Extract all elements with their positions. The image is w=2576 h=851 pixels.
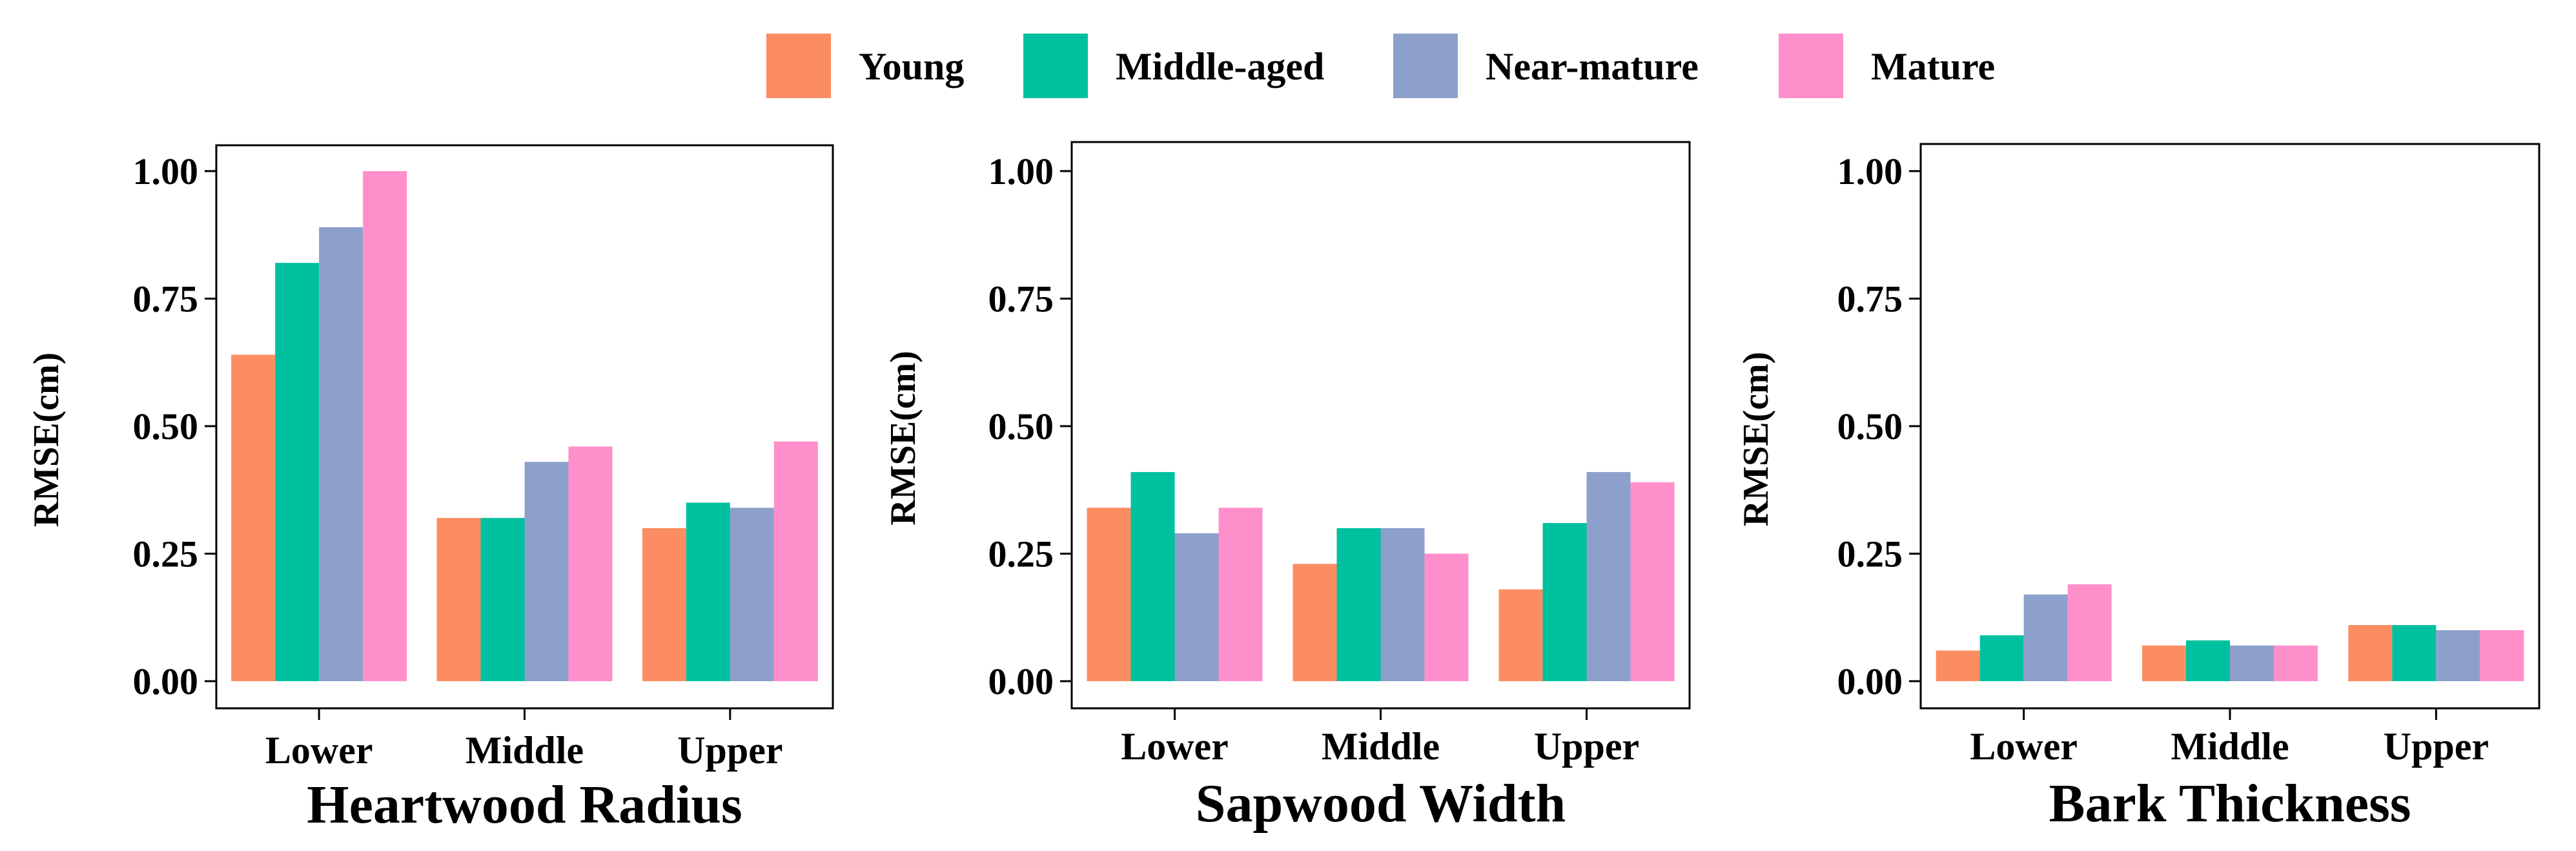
bar-middle-near-mature: [1380, 528, 1425, 681]
x-tick-label: Upper: [1534, 725, 1639, 768]
chart-title: Sapwood Width: [1196, 774, 1566, 834]
legend-label-mature: Mature: [1871, 45, 1995, 88]
x-tick-label: Upper: [2384, 725, 2489, 768]
bar-middle-middle-aged: [1336, 528, 1381, 681]
y-axis-label: RMSE(cm): [26, 353, 66, 528]
bar-lower-middle-aged: [275, 263, 320, 681]
bar-lower-middle-aged: [1130, 472, 1175, 681]
bar-middle-near-mature: [2230, 645, 2274, 681]
y-tick-label: 0.00: [988, 661, 1054, 702]
bar-lower-near-mature: [319, 227, 363, 681]
bar-lower-mature: [1218, 508, 1263, 681]
chart-heartwood-radius: 0.00 0.25 0.50 0.75 1.00 RMSE(cm) Lower Middle U…: [26, 144, 834, 835]
bar-middle-mature: [1424, 553, 1469, 681]
bar-middle-middle-aged: [480, 518, 525, 681]
bar-lower-young: [231, 354, 276, 681]
x-tick-label: Lower: [1970, 725, 2078, 768]
y-tick-label: 0.75: [133, 278, 199, 320]
bar-upper-mature: [1630, 482, 1675, 681]
bar-upper-near-mature: [2436, 630, 2480, 681]
y-tick-label: 1.00: [1837, 150, 1903, 192]
bar-lower-near-mature: [2023, 594, 2068, 681]
y-tick-label: 0.25: [133, 533, 199, 575]
chart-panels: 0.00 0.25 0.50 0.75 1.00 RMSE(cm) Lower Middle U…: [26, 141, 2540, 835]
legend-key-near-mature: [1393, 34, 1458, 98]
y-tick-label: 0.00: [1837, 661, 1903, 702]
legend-key-middle-aged: [1023, 34, 1088, 98]
y-tick-label: 0.50: [1837, 405, 1903, 447]
bar-upper-middle-aged: [1542, 523, 1587, 681]
bar-middle-mature: [2274, 645, 2318, 681]
x-tick-label: Middle: [1322, 725, 1440, 768]
y-axis-label: RMSE(cm): [1736, 352, 1776, 527]
legend: Young Middle-aged Near-mature Mature: [766, 34, 1995, 98]
y-tick-label: 0.50: [133, 405, 199, 447]
bar-middle-near-mature: [524, 462, 569, 681]
x-tick-label: Lower: [265, 729, 373, 772]
bar-lower-near-mature: [1174, 533, 1219, 681]
y-tick-label: 1.00: [133, 150, 199, 192]
bar-middle-middle-aged: [2186, 640, 2230, 681]
bar-lower-young: [1087, 508, 1131, 681]
y-axis-label: RMSE(cm): [883, 351, 923, 526]
bar-upper-young: [642, 528, 686, 681]
bar-upper-near-mature: [730, 508, 774, 681]
y-tick-label: 1.00: [988, 150, 1054, 192]
bar-upper-young: [2348, 625, 2393, 681]
bar-middle-young: [1293, 564, 1337, 681]
bar-upper-near-mature: [1586, 472, 1631, 681]
bar-middle-young: [2142, 645, 2186, 681]
legend-key-young: [766, 34, 831, 98]
y-tick-label: 0.75: [1837, 278, 1903, 320]
y-tick-label: 0.00: [133, 661, 199, 702]
chart-bark-thickness: 0.00 0.25 0.50 0.75 1.00 RMSE(cm) Lower Middle U…: [1736, 143, 2540, 834]
bar-upper-middle-aged: [686, 502, 730, 681]
legend-label-near-mature: Near-mature: [1486, 45, 1699, 88]
y-tick-label: 0.50: [988, 405, 1054, 447]
plot-frame: [1919, 143, 2540, 710]
bar-lower-middle-aged: [1979, 635, 2024, 681]
y-tick-label: 0.75: [988, 278, 1054, 320]
legend-label-middle-aged: Middle-aged: [1116, 45, 1324, 88]
chart-title: Heartwood Radius: [307, 775, 742, 835]
bar-upper-middle-aged: [2392, 625, 2437, 681]
x-tick-label: Middle: [2171, 725, 2289, 768]
chart-title: Bark Thickness: [2049, 774, 2411, 834]
y-tick-label: 0.25: [1837, 533, 1903, 575]
bar-middle-mature: [568, 446, 613, 681]
legend-label-young: Young: [859, 45, 964, 88]
y-tick-label: 0.25: [988, 533, 1054, 575]
bar-lower-mature: [363, 171, 407, 681]
chart-sapwood-width: 0.00 0.25 0.50 0.75 1.00 RMSE(cm) Lower Middle U…: [883, 141, 1691, 834]
x-tick-label: Lower: [1121, 725, 1229, 768]
x-tick-label: Upper: [677, 729, 782, 772]
bar-upper-young: [1498, 589, 1543, 681]
bar-upper-mature: [2480, 630, 2524, 681]
bar-upper-mature: [773, 441, 818, 681]
legend-key-mature: [1779, 34, 1843, 98]
bar-lower-young: [1936, 650, 1980, 681]
bar-middle-young: [436, 518, 481, 681]
bar-lower-mature: [2067, 584, 2112, 681]
x-tick-label: Middle: [465, 729, 584, 772]
